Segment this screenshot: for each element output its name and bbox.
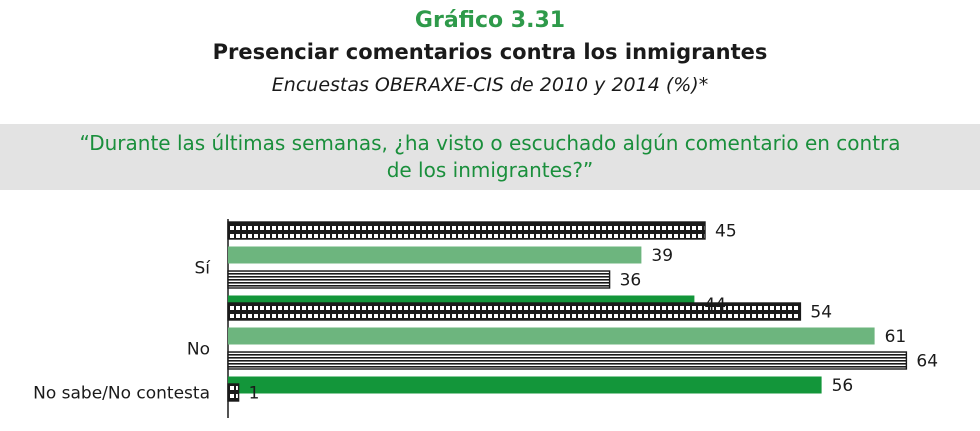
value-label-1-0: 54	[810, 303, 832, 323]
category-label-2: No sabe/No contesta	[33, 384, 210, 404]
value-label-0-2: 36	[620, 271, 642, 291]
value-label-0-3: 44	[704, 295, 726, 315]
bar-0-0	[227, 221, 706, 240]
bar-0-2	[227, 270, 611, 289]
bar-1-1	[228, 327, 875, 345]
bar-1-2	[227, 351, 908, 370]
survey-question-line-2: de los inmigrantes?”	[386, 158, 594, 182]
category-label-1: No	[187, 339, 210, 359]
chart-subtitle: Encuestas OBERAXE-CIS de 2010 y 2014 (%)…	[271, 74, 709, 96]
chart-title: Presenciar comentarios contra los inmigr…	[212, 40, 768, 64]
bar-1-0	[227, 302, 802, 321]
value-label-0-0: 45	[715, 222, 737, 242]
survey-question-line-1: “Durante las últimas semanas, ¿ha visto …	[79, 131, 901, 155]
value-label-1-1: 61	[885, 327, 907, 347]
figure-label: Gráfico 3.31	[414, 8, 566, 33]
value-label-0-1: 39	[651, 246, 673, 266]
value-label-1-3: 56	[832, 376, 854, 396]
category-label-0: Sí	[194, 258, 211, 278]
survey-question: “Durante las últimas semanas, ¿ha visto …	[60, 130, 920, 184]
bar-1-3	[228, 376, 822, 394]
value-label-2-0: 1	[249, 384, 260, 404]
bar-2-0	[227, 383, 240, 402]
question-band: “Durante las últimas semanas, ¿ha visto …	[0, 124, 980, 190]
bar-0-1	[228, 246, 642, 264]
value-label-1-2: 64	[916, 352, 938, 372]
